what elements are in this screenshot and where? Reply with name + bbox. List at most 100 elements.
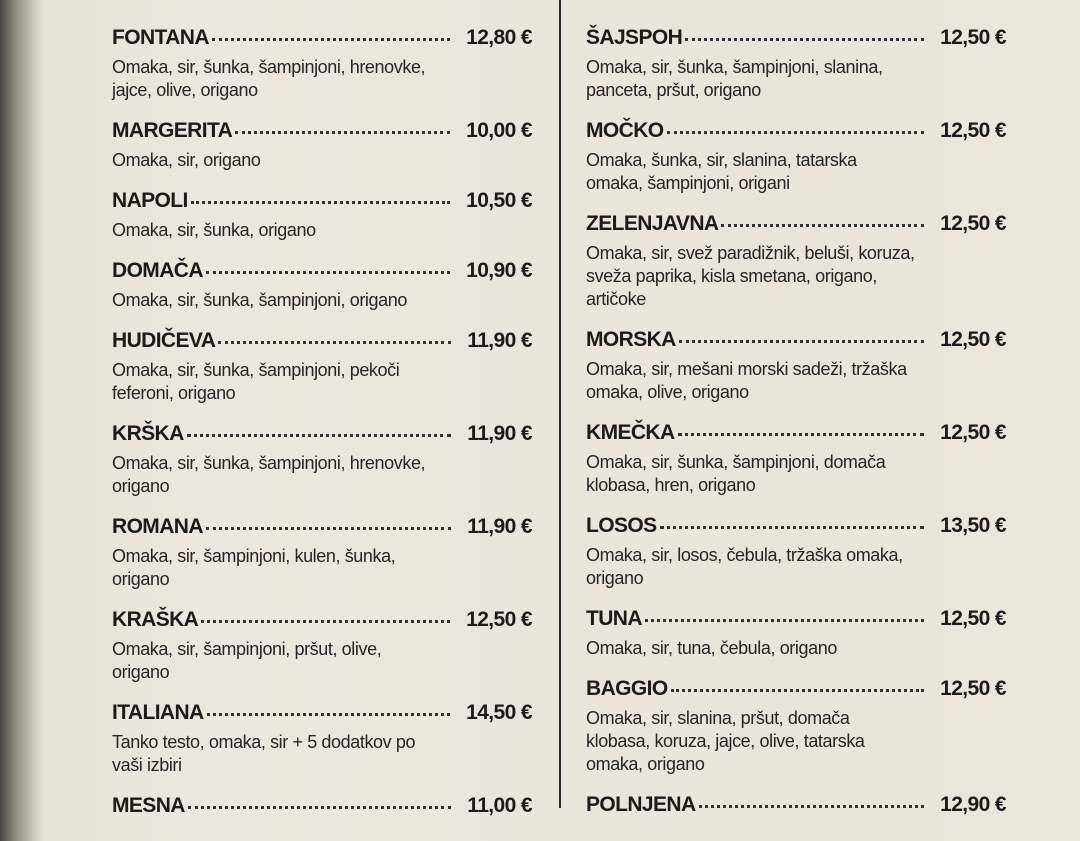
item-price: 12,90 € [940, 793, 1006, 816]
item-description: Omaka, sir, šunka, šampinjoni, domača klo… [586, 451, 1006, 497]
menu-page: FONTANA 12,80 € Omaka, sir, šunka, šampinj… [0, 0, 1080, 817]
description-line: Omaka, sir, tuna, čebula, origano [586, 638, 837, 658]
item-header: BAGGIO 12,50 € [586, 677, 1007, 707]
item-name: MARGERITA [112, 119, 233, 142]
description-line: omaka, šampinjoni, origani [586, 173, 790, 193]
description-line: Omaka, sir, mešani morski sadeži, tržašk… [586, 359, 907, 379]
item-name: ZELENJAVNA [586, 212, 719, 235]
item-description: Omaka, sir, tuna, čebula, origano [586, 637, 1006, 660]
description-line: Omaka, sir, losos, čebula, tržaška omaka… [586, 545, 903, 565]
dot-leader [659, 526, 925, 529]
item-name: HUDIČEVA [112, 329, 216, 352]
description-line: origano [112, 662, 170, 682]
item-header: KRŠKA 11,90 € [112, 422, 533, 452]
item-name: MOČKO [586, 119, 664, 142]
item-header: ROMANA 11,90 € [112, 515, 533, 545]
item-price: 13,50 € [940, 514, 1006, 537]
item-header: TUNA 12,50 € [586, 607, 1007, 637]
item-price: 12,50 € [940, 421, 1006, 444]
item-name: ITALIANA [112, 701, 204, 724]
item-description: Omaka, sir, šunka, šampinjoni, hrenovke,… [112, 56, 532, 102]
dot-leader [190, 201, 451, 204]
description-line: Omaka, sir, šunka, šampinjoni, domača [586, 452, 886, 472]
description-line: klobasa, koruza, jajce, olive, tatarska [586, 731, 865, 751]
item-name: MESNA [112, 794, 185, 817]
dot-leader [218, 341, 452, 344]
item-description: Omaka, sir, svež paradižnik, beluši, kor… [586, 242, 1006, 311]
item-header: LOSOS 13,50 € [586, 514, 1007, 544]
item-description: Omaka, sir, šunka, šampinjoni, origano [112, 289, 532, 312]
menu-item: ITALIANA 14,50 € Tanko testo, omaka, sir +… [112, 701, 533, 777]
item-description: Omaka, sir, šunka, šampinjoni, pekoči fef… [112, 359, 532, 405]
item-price: 11,90 € [467, 329, 532, 352]
menu-item: BAGGIO 12,50 € Omaka, sir, slanina, pršut,… [586, 677, 1007, 776]
item-header: ZELENJAVNA 12,50 € [586, 212, 1007, 242]
description-line: Omaka, sir, šunka, origano [112, 220, 316, 240]
dot-leader [698, 805, 925, 808]
item-name: POLNJENA [586, 793, 696, 816]
dot-leader [644, 619, 925, 622]
description-line: feferoni, origano [112, 383, 236, 403]
description-line: Omaka, sir, svež paradižnik, beluši, kor… [586, 243, 915, 263]
item-header: KMEČKA 12,50 € [586, 421, 1007, 451]
item-name: KRŠKA [112, 422, 184, 445]
item-price: 10,90 € [466, 259, 532, 282]
dot-leader [666, 131, 925, 134]
menu-item: LOSOS 13,50 € Omaka, sir, losos, čebula, t… [586, 514, 1007, 590]
menu-item: TUNA 12,50 € Omaka, sir, tuna, čebula, ori… [586, 607, 1007, 660]
dot-leader [678, 340, 925, 343]
menu-item: ROMANA 11,90 € Omaka, sir, šampinjoni, kul… [112, 515, 533, 591]
description-line: origano [586, 568, 644, 588]
item-header: MORSKA 12,50 € [586, 328, 1007, 358]
item-price: 11,90 € [467, 422, 532, 445]
item-description: Omaka, sir, šunka, šampinjoni, slanina, p… [586, 56, 1006, 102]
item-price: 12,50 € [466, 608, 532, 631]
item-header: FONTANA 12,80 € [112, 26, 533, 56]
item-description: Omaka, sir, šampinjoni, kulen, šunka, ori… [112, 545, 532, 591]
item-header: POLNJENA 12,90 € [586, 793, 1007, 823]
item-description: Omaka, šunka, sir, slanina, tatarska omak… [586, 149, 1006, 195]
item-description: Omaka, sir, šunka, origano [112, 219, 532, 242]
description-line: origano [112, 476, 170, 496]
menu-column: ŠAJSPOH 12,50 € Omaka, sir, šunka, šampinj… [586, 26, 1007, 840]
item-description: Omaka, sir, losos, čebula, tržaška omaka… [586, 544, 1006, 590]
menu-item: KRAŠKA 12,50 € Omaka, sir, šampinjoni, prš… [112, 608, 533, 684]
item-price: 12,50 € [940, 607, 1006, 630]
item-price: 10,50 € [466, 189, 532, 212]
item-name: KRAŠKA [112, 608, 199, 631]
item-name: NAPOLI [112, 189, 188, 212]
description-line: panceta, pršut, origano [586, 80, 761, 100]
item-name: TUNA [586, 607, 643, 630]
item-name: KMEČKA [586, 421, 675, 444]
dot-leader [205, 527, 452, 530]
description-line: klobasa, hren, origano [586, 475, 756, 495]
item-description: Omaka, sir, mešani morski sadeži, tržašk… [586, 358, 1006, 404]
description-line: omaka, olive, origano [586, 382, 749, 402]
dot-leader [211, 38, 451, 41]
item-name: BAGGIO [586, 677, 668, 700]
description-line: artičoke [586, 289, 646, 309]
description-line: Omaka, sir, origano [112, 150, 261, 170]
menu-item: MESNA 11,00 € [112, 794, 533, 824]
item-name: MORSKA [586, 328, 676, 351]
item-price: 12,50 € [940, 26, 1006, 49]
item-name: DOMAČA [112, 259, 203, 282]
item-header: ŠAJSPOH 12,50 € [586, 26, 1007, 56]
menu-item: KRŠKA 11,90 € Omaka, sir, šunka, šampinjon… [112, 422, 533, 498]
dot-leader [186, 434, 452, 437]
description-line: origano [112, 569, 170, 589]
dot-leader [235, 131, 451, 134]
item-header: MARGERITA 10,00 € [112, 119, 533, 149]
menu-item: MARGERITA 10,00 € Omaka, sir, origano [112, 119, 533, 172]
item-description: Omaka, sir, origano [112, 149, 532, 172]
item-price: 12,50 € [940, 328, 1006, 351]
menu-item: ŠAJSPOH 12,50 € Omaka, sir, šunka, šampinj… [586, 26, 1007, 102]
description-line: Omaka, šunka, sir, slanina, tatarska [586, 150, 857, 170]
description-line: sveža paprika, kisla smetana, origano, [586, 266, 877, 286]
menu-item: DOMAČA 10,90 € Omaka, sir, šunka, šampinjo… [112, 259, 533, 312]
dot-leader [677, 433, 925, 436]
menu-column: FONTANA 12,80 € Omaka, sir, šunka, šampinj… [112, 26, 533, 841]
menu-item: FONTANA 12,80 € Omaka, sir, šunka, šampinj… [112, 26, 533, 102]
description-line: Omaka, sir, šunka, šampinjoni, origano [112, 290, 407, 310]
dot-leader [685, 38, 925, 41]
